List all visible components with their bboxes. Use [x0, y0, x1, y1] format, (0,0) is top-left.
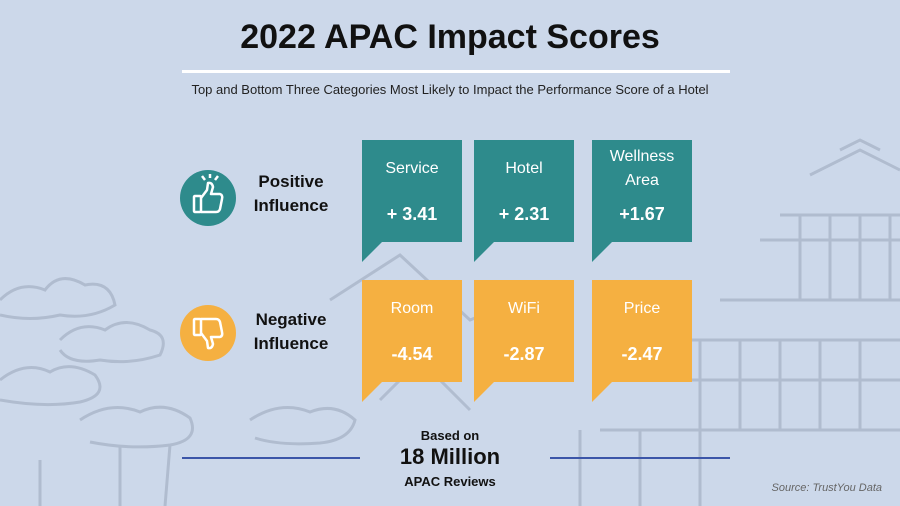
positive-label-line2: Influence — [253, 196, 329, 215]
category-label: Room — [362, 297, 462, 321]
score-card: Service + 3.41 — [362, 140, 462, 262]
card-pointer — [362, 240, 384, 262]
based-on-text: Based on — [420, 428, 480, 443]
card-pointer — [592, 380, 614, 402]
review-count: 18 Million — [399, 444, 501, 469]
card-pointer — [474, 380, 496, 402]
category-label-line: Price — [623, 300, 661, 317]
score-value: + 3.41 — [386, 204, 438, 224]
category-label-line: WiFi — [508, 300, 540, 317]
score-card: Wellness Area +1.67 — [592, 140, 692, 262]
category-label: Price — [592, 297, 692, 321]
card-pointer — [592, 240, 614, 262]
negative-influence-label: Negative Influence — [236, 308, 346, 356]
positive-label-line1: Positive — [258, 172, 324, 191]
category-label: Hotel — [474, 157, 574, 181]
score-card: Hotel + 2.31 — [474, 140, 574, 262]
footer-rule-right — [550, 457, 730, 459]
category-label-line: Hotel — [505, 160, 543, 177]
score-value: + 2.31 — [498, 204, 550, 224]
category-label: WiFi — [474, 297, 574, 321]
score-card: Room -4.54 — [362, 280, 462, 402]
negative-label-line2: Influence — [253, 334, 329, 353]
reviews-text: APAC Reviews — [404, 474, 496, 489]
category-label-line: Service — [385, 160, 439, 177]
category-label: Wellness Area — [592, 145, 692, 193]
page-subtitle: Top and Bottom Three Categories Most Lik… — [191, 82, 709, 97]
thumbs-down-icon — [180, 305, 236, 361]
category-label-line: Area — [625, 172, 659, 189]
source-note: Source: TrustYou Data — [771, 482, 882, 494]
negative-label-line1: Negative — [255, 310, 327, 329]
page-title: 2022 APAC Impact Scores — [240, 18, 660, 56]
score-card: WiFi -2.87 — [474, 280, 574, 402]
card-pointer — [362, 380, 384, 402]
score-value: -2.87 — [503, 344, 545, 364]
category-label-line: Room — [390, 300, 434, 317]
score-value: +1.67 — [619, 204, 665, 224]
score-value: -4.54 — [391, 344, 433, 364]
score-card: Price -2.47 — [592, 280, 692, 402]
score-value: -2.47 — [621, 344, 663, 364]
category-label: Service — [362, 157, 462, 181]
thumbs-up-icon — [180, 170, 236, 226]
positive-influence-label: Positive Influence — [236, 170, 346, 218]
footer-rule-left — [182, 457, 360, 459]
category-label-line: Wellness — [609, 148, 675, 165]
card-pointer — [474, 240, 496, 262]
title-underline — [182, 70, 730, 73]
